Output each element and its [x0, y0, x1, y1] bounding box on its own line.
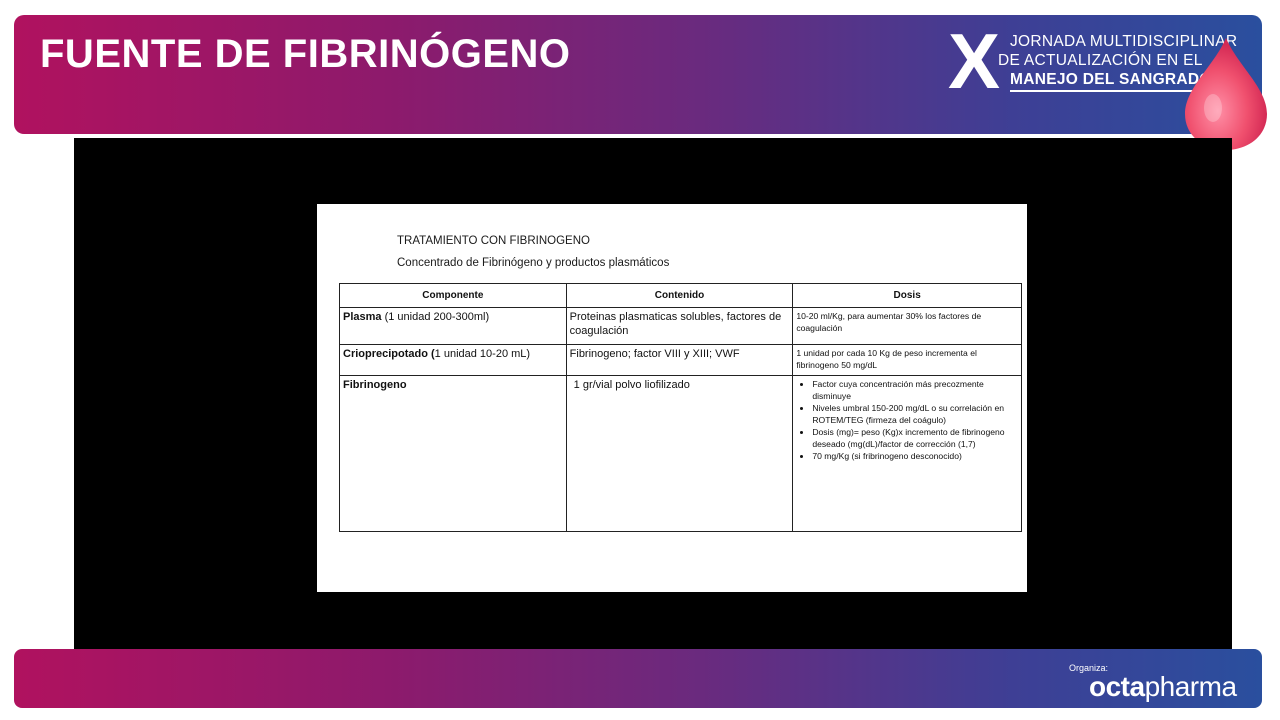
- document-page: TRATAMIENTO CON FIBRINOGENO Concentrado …: [317, 204, 1027, 592]
- fibrinogen-table: Componente Contenido Dosis Plasma (1 uni…: [339, 283, 1022, 532]
- list-item: 70 mg/Kg (si fribrinogeno desconocido): [812, 450, 1018, 462]
- organizer-logo-bold: octa: [1089, 671, 1145, 702]
- logo-line-2: DE ACTUALIZACIÓN EN EL: [998, 52, 1203, 69]
- cell-content: Proteinas plasmaticas solubles, factores…: [565, 307, 794, 345]
- list-item: Dosis (mg)= peso (Kg)x incremento de fib…: [812, 426, 1018, 450]
- organizer-label: Organiza:: [1069, 663, 1109, 673]
- slide-title: FUENTE DE FIBRINÓGENO: [40, 32, 571, 76]
- cell-component: Crioprecipotado (1 unidad 10-20 mL): [339, 344, 567, 376]
- component-name: Fibrinogeno: [343, 379, 407, 391]
- component-name: Crioprecipotado (: [343, 348, 435, 360]
- header-dose: Dosis: [792, 283, 1022, 308]
- blood-drop-icon: [1185, 38, 1267, 150]
- table-header-row: Componente Contenido Dosis: [339, 283, 1022, 308]
- cell-dose: 1 unidad por cada 10 Kg de peso incremen…: [792, 344, 1022, 376]
- cell-dose: Factor cuya concentración más precozment…: [792, 375, 1022, 532]
- video-frame: TRATAMIENTO CON FIBRINOGENO Concentrado …: [74, 138, 1232, 654]
- header-content: Contenido: [565, 283, 794, 308]
- cell-content: 1 gr/vial polvo liofilizado: [565, 375, 794, 532]
- logo-roman-numeral: X: [948, 17, 1001, 105]
- organizer-logo-light: pharma: [1144, 671, 1237, 702]
- dose-bullet-list: Factor cuya concentración más precozment…: [796, 378, 1018, 462]
- footer-banner: [14, 649, 1262, 708]
- table-row: Crioprecipotado (1 unidad 10-20 mL) Fibr…: [339, 344, 1022, 376]
- document-subheading: Concentrado de Fibrinógeno y productos p…: [397, 257, 670, 269]
- cell-component: Fibrinogeno: [339, 375, 567, 532]
- component-detail: 1 unidad 10-20 mL): [434, 348, 531, 360]
- event-logo: X JORNADA MULTIDISCIPLINAR DE ACTUALIZAC…: [948, 22, 1238, 110]
- content-text: 1 gr/vial polvo liofilizado: [573, 379, 690, 391]
- header-banner: [14, 15, 1262, 134]
- list-item: Factor cuya concentración más precozment…: [812, 378, 1018, 402]
- organizer-logo: octapharma: [1089, 671, 1237, 703]
- logo-line-3: MANEJO DEL SANGRADO: [1010, 70, 1238, 92]
- list-item: Niveles umbral 150-200 mg/dL o su correl…: [812, 402, 1018, 426]
- header-component: Componente: [339, 283, 567, 308]
- cell-content: Fibrinogeno; factor VIII y XIII; VWF: [565, 344, 794, 376]
- logo-line-1: JORNADA MULTIDISCIPLINAR: [1010, 33, 1238, 50]
- table-row: Fibrinogeno 1 gr/vial polvo liofilizado …: [339, 375, 1022, 532]
- document-heading: TRATAMIENTO CON FIBRINOGENO: [397, 235, 590, 247]
- cell-dose: 10-20 ml/Kg, para aumentar 30% los facto…: [792, 307, 1022, 345]
- component-detail: (1 unidad 200-300ml): [381, 311, 490, 323]
- cell-component: Plasma (1 unidad 200-300ml): [339, 307, 567, 345]
- logo-text: JORNADA MULTIDISCIPLINAR DE ACTUALIZACIÓ…: [998, 32, 1238, 92]
- component-name: Plasma: [343, 311, 382, 323]
- table-row: Plasma (1 unidad 200-300ml) Proteinas pl…: [339, 307, 1022, 345]
